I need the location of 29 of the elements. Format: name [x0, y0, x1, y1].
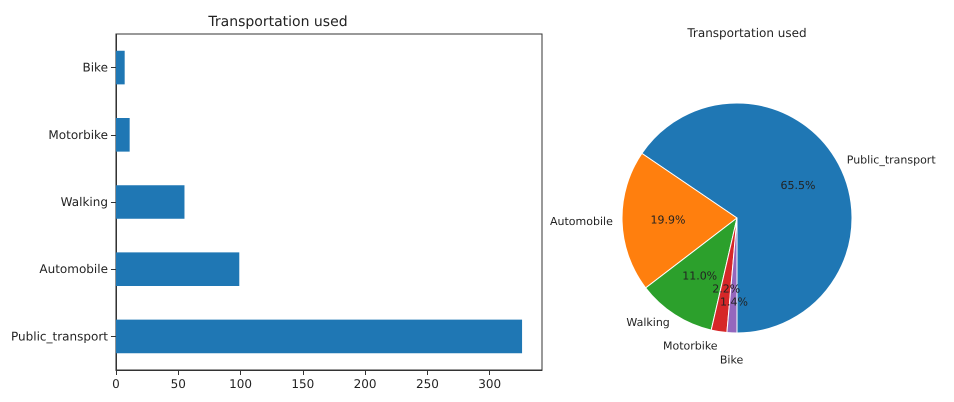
bar [116, 185, 184, 219]
bar [116, 320, 522, 354]
slice-label: Public_transport [846, 153, 936, 166]
x-tick-label: 300 [478, 377, 502, 391]
slice-label: Bike [720, 354, 744, 367]
data-label: 11.0% [682, 270, 718, 283]
slice-label: Motorbike [662, 340, 718, 353]
bar [116, 252, 240, 286]
x-tick-label: 150 [291, 377, 314, 391]
x-tick-label: 250 [416, 377, 439, 391]
x-tick-label: 100 [229, 377, 252, 391]
x-tick-label: 50 [170, 377, 186, 391]
y-tick-label: Bike [82, 60, 108, 75]
y-tick-label: Public_transport [10, 329, 108, 344]
data-label: 65.5% [780, 179, 816, 192]
slice-label: Walking [626, 316, 670, 329]
bar [116, 118, 130, 152]
y-tick-label: Motorbike [48, 128, 108, 142]
x-tick-label: 200 [354, 377, 377, 391]
chart-title: Transportation used [686, 26, 807, 40]
chart-title: Transportation used [207, 14, 348, 30]
y-tick-label: Walking [60, 195, 108, 209]
bar [116, 50, 125, 84]
y-tick-label: Automobile [39, 262, 108, 276]
x-tick-label: 0 [112, 377, 120, 391]
slice-label: Automobile [550, 215, 614, 228]
data-label: 1.4% [720, 296, 748, 309]
data-label: 19.9% [650, 213, 686, 226]
data-label: 2.2% [712, 282, 740, 296]
